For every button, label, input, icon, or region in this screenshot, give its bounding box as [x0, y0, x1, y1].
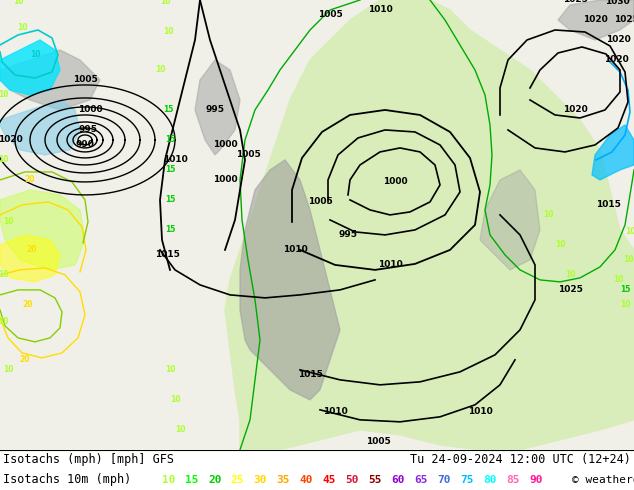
Polygon shape: [0, 100, 80, 155]
Text: 1005: 1005: [366, 437, 391, 446]
Text: 1020: 1020: [0, 135, 22, 145]
Text: 10: 10: [623, 255, 633, 265]
Polygon shape: [0, 40, 60, 95]
Text: 10: 10: [13, 0, 23, 6]
Text: 60: 60: [391, 475, 405, 485]
Text: 10: 10: [175, 425, 185, 434]
Text: Isotachs (mph) [mph] GFS: Isotachs (mph) [mph] GFS: [3, 453, 174, 466]
Text: 15: 15: [185, 475, 198, 485]
Polygon shape: [480, 170, 540, 270]
Text: 1000: 1000: [78, 105, 102, 115]
Text: 1030: 1030: [605, 0, 630, 6]
Text: 1025: 1025: [614, 16, 634, 24]
Text: 10: 10: [3, 366, 13, 374]
Text: 15: 15: [165, 166, 175, 174]
Text: 20: 20: [208, 475, 221, 485]
Text: 20: 20: [27, 245, 37, 254]
Text: 1010: 1010: [283, 245, 307, 254]
Text: 25: 25: [231, 475, 244, 485]
Text: 1015: 1015: [297, 370, 323, 379]
Polygon shape: [240, 160, 340, 400]
Text: 65: 65: [415, 475, 428, 485]
Text: 10: 10: [612, 275, 623, 284]
Text: 1020: 1020: [605, 35, 630, 45]
Text: Tu 24-09-2024 12:00 UTC (12+24): Tu 24-09-2024 12:00 UTC (12+24): [410, 453, 631, 466]
Polygon shape: [0, 235, 60, 282]
Text: 10: 10: [30, 50, 40, 59]
Text: 30: 30: [254, 475, 268, 485]
Polygon shape: [558, 0, 634, 40]
Text: 10: 10: [165, 366, 175, 374]
Text: 15: 15: [620, 285, 630, 294]
Text: 995: 995: [339, 230, 358, 240]
Text: 10: 10: [0, 270, 8, 279]
Text: 1000: 1000: [212, 175, 237, 184]
Text: 1010: 1010: [468, 407, 493, 416]
Text: 35: 35: [276, 475, 290, 485]
Polygon shape: [195, 60, 240, 155]
Text: 10: 10: [16, 24, 27, 32]
Text: 1005: 1005: [73, 75, 98, 84]
Text: 15: 15: [165, 135, 175, 145]
Text: 40: 40: [300, 475, 313, 485]
Text: 15: 15: [163, 105, 173, 115]
Text: 1010: 1010: [378, 260, 403, 270]
Text: 20: 20: [25, 175, 36, 184]
Text: 1005: 1005: [318, 10, 342, 20]
Text: 80: 80: [483, 475, 496, 485]
Text: 10: 10: [0, 155, 8, 165]
Text: 10: 10: [555, 241, 566, 249]
Text: 10: 10: [155, 66, 165, 74]
Text: 10: 10: [160, 0, 171, 6]
Text: 1020: 1020: [583, 16, 607, 24]
Polygon shape: [0, 190, 85, 270]
Text: 10: 10: [170, 395, 180, 404]
Text: 995: 995: [205, 105, 224, 115]
Text: 1020: 1020: [604, 55, 628, 65]
Text: 10: 10: [0, 318, 8, 326]
Text: Isotachs 10m (mph): Isotachs 10m (mph): [3, 473, 131, 487]
Text: 1000: 1000: [383, 177, 407, 186]
Text: 10: 10: [565, 270, 575, 279]
Polygon shape: [0, 50, 100, 110]
Text: 70: 70: [437, 475, 451, 485]
Text: 1025: 1025: [562, 0, 588, 4]
Text: 1015: 1015: [155, 250, 179, 259]
Text: 10: 10: [162, 475, 176, 485]
Text: 990: 990: [75, 141, 94, 149]
Text: 10: 10: [624, 227, 634, 236]
Text: 85: 85: [506, 475, 520, 485]
Text: 10: 10: [543, 210, 553, 220]
Text: 1005: 1005: [307, 197, 332, 206]
Text: 15: 15: [165, 196, 175, 204]
Text: 15: 15: [165, 225, 175, 234]
Text: 1020: 1020: [562, 105, 587, 115]
Text: 1025: 1025: [557, 285, 583, 294]
Text: 1000: 1000: [212, 141, 237, 149]
Text: 45: 45: [323, 475, 336, 485]
Text: 995: 995: [79, 125, 98, 134]
Text: 20: 20: [23, 300, 33, 309]
Text: 1010: 1010: [323, 407, 347, 416]
Text: 1010: 1010: [163, 155, 188, 165]
Text: 90: 90: [529, 475, 543, 485]
Text: 10: 10: [620, 300, 630, 309]
Text: 75: 75: [460, 475, 474, 485]
Text: 55: 55: [368, 475, 382, 485]
Text: 1010: 1010: [368, 5, 392, 15]
Text: 10: 10: [3, 218, 13, 226]
Polygon shape: [592, 125, 634, 180]
Text: 10: 10: [163, 27, 173, 36]
Text: 10: 10: [0, 91, 8, 99]
Text: © weatheronline.co.uk: © weatheronline.co.uk: [572, 475, 634, 485]
Text: 1005: 1005: [236, 150, 261, 159]
Text: 50: 50: [346, 475, 359, 485]
Polygon shape: [225, 0, 634, 450]
Text: 1015: 1015: [595, 200, 621, 209]
Text: 20: 20: [20, 355, 30, 365]
